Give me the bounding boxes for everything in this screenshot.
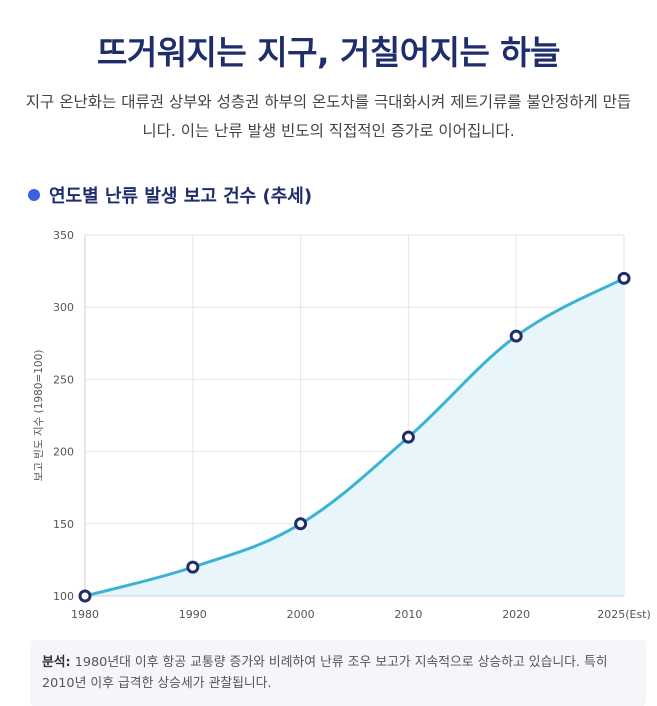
- x-tick-label: 2025(Est): [597, 608, 651, 620]
- data-point: [78, 589, 92, 603]
- data-point: [294, 517, 308, 531]
- y-tick-label: 100: [53, 590, 74, 603]
- section-title: 연도별 난류 발생 보고 건수 (추세): [49, 186, 313, 207]
- page-title: 뜨거워지는 지구, 거칠어지는 하늘: [96, 33, 561, 72]
- x-tick-label: 2000: [287, 608, 315, 620]
- analysis-note: 분석: 1980년대 이후 항공 교통량 증가와 비례하여 난류 조우 보고가 …: [30, 640, 646, 706]
- data-point: [186, 560, 200, 574]
- x-tick-label: 1980: [71, 608, 99, 620]
- data-point: [509, 329, 523, 343]
- section-header: 연도별 난류 발생 보고 건수 (추세): [28, 183, 312, 207]
- data-point: [401, 430, 415, 444]
- x-tick-label: 1990: [179, 608, 207, 620]
- x-tick-label: 2020: [502, 608, 530, 620]
- y-tick-label: 200: [53, 446, 74, 459]
- y-tick-label: 250: [53, 373, 74, 386]
- y-axis-label: 보고 빈도 지수 (1980=100): [33, 350, 45, 482]
- bullet-dot-icon: [28, 189, 40, 201]
- page-subtitle: 지구 온난화는 대류권 상부와 성층권 하부의 온도차를 극대화시켜 제트기류를…: [25, 93, 632, 140]
- analysis-label: 분석:: [42, 655, 71, 670]
- y-tick-label: 350: [53, 229, 74, 242]
- trend-chart: 100 150 200 250 300 350 1980 1990 2000 2010 2020 20…: [33, 229, 651, 620]
- y-tick-label: 300: [53, 301, 74, 314]
- area-fill: [85, 278, 624, 596]
- analysis-text: 1980년대 이후 항공 교통량 증가와 비례하여 난류 조우 보고가 지속적으…: [42, 655, 608, 691]
- data-point: [617, 271, 631, 285]
- x-tick-label: 2010: [394, 608, 422, 620]
- y-tick-label: 150: [53, 518, 74, 531]
